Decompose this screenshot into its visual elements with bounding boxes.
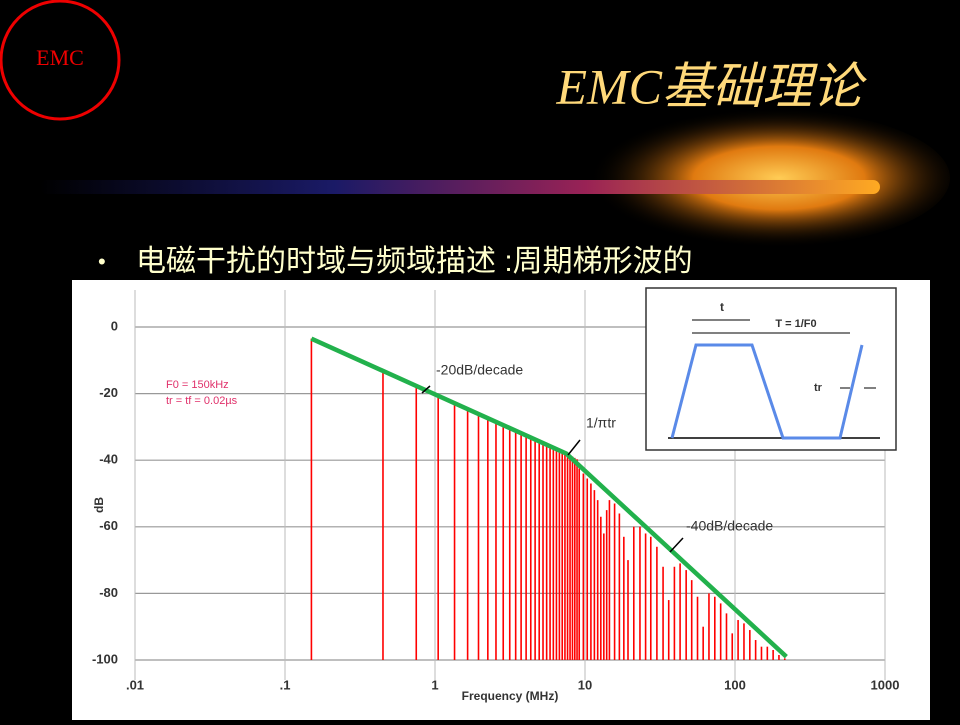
slide-title: EMC基础理论 [555,58,867,114]
inset-label: t [720,300,724,314]
annotation-pointer [669,537,684,553]
x-tick-label: 1 [431,677,438,692]
x-tick-label: 100 [724,677,746,692]
y-tick-label: -100 [92,651,118,666]
inset-label: tr [814,382,823,394]
logo-circle [0,0,121,121]
inset: t T = 1/F0 tr [645,287,897,451]
annotation: -20dB/decade [436,362,523,378]
x-tick-label: .1 [280,677,291,692]
glow-decoration [570,108,950,248]
y-tick-label: -60 [99,518,118,533]
y-tick-label: -20 [99,385,118,400]
parameter-note: F0 = 150kHz [166,379,229,391]
annotation: -40dB/decade [686,518,773,534]
x-tick-label: 1000 [871,677,900,692]
annotation-pointer [421,385,431,394]
bullet-dot: • [98,249,106,274]
y-tick-label: 0 [111,318,118,333]
logo-text: EMC [36,45,84,70]
chart: 0 -20 -40 -60 -80 -100 .01 .1 1 10 100 1000 Frequenc… [72,280,930,720]
y-tick-label: -80 [99,585,118,600]
x-tick-label: 10 [578,677,592,692]
parameter-note: tr = tf = 0.02µs [166,395,238,407]
y-tick-label: -40 [99,452,118,467]
annotation-pointer [567,439,581,456]
annotation: 1/πtr [586,415,616,431]
pulse-waveform [670,343,864,440]
x-tick-label: .01 [126,677,144,692]
envelope-line [310,336,788,659]
bullet-text: 电磁干扰的时域与频域描述 :周期梯形波的 [136,245,693,278]
x-axis-label: Frequency (MHz) [462,689,559,703]
beam-decoration [40,180,880,194]
y-axis-label: dB [92,497,106,513]
inset-frame [645,287,897,451]
inset-label: T = 1/F0 [775,318,816,330]
